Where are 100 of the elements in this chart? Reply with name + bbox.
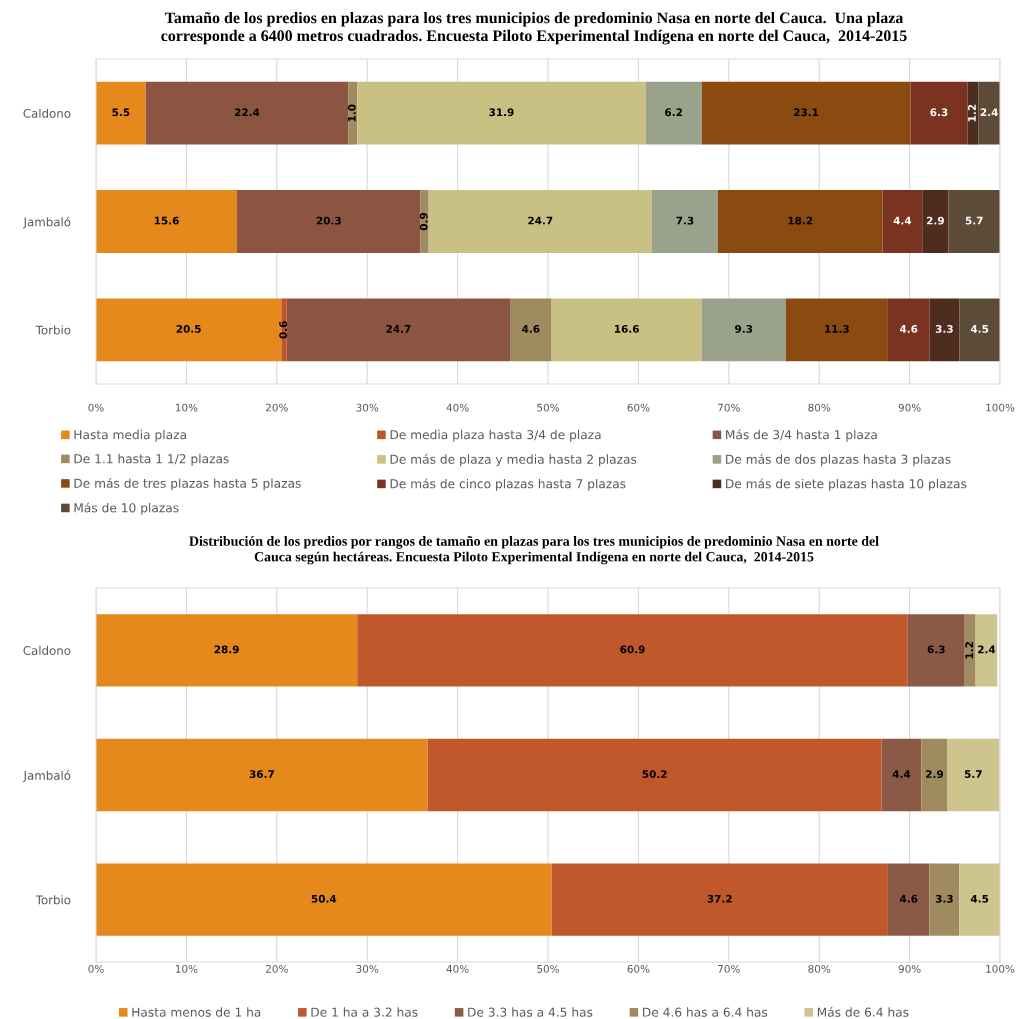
x-tick-label: 40% (446, 964, 469, 973)
x-tick-label: 70% (718, 964, 740, 973)
data-label: 22.4 (234, 108, 260, 117)
bar (785, 298, 888, 362)
bar (96, 81, 146, 145)
x-tick-label: 100% (986, 964, 1015, 973)
y-tick-label: Torbio (35, 895, 71, 905)
bar (348, 81, 358, 145)
data-label: 24.7 (528, 216, 553, 225)
x-tick-label: 90% (898, 403, 921, 412)
x-tick-label: 80% (808, 964, 831, 973)
data-label: 20.3 (316, 216, 341, 225)
x-tick-label: 20% (265, 964, 288, 973)
bar (701, 298, 786, 362)
data-label: 4.6 (899, 324, 918, 333)
x-tick-label: 30% (356, 964, 379, 973)
data-label: 5.7 (965, 216, 983, 225)
data-label: 20.5 (176, 324, 201, 333)
data-label: 0.6 (279, 321, 288, 339)
data-label: 37.2 (707, 894, 732, 903)
data-label: 1.2 (965, 642, 974, 659)
legend-label: De más de tres plazas hasta 5 plazas (74, 477, 301, 491)
bar (964, 614, 976, 687)
bar (357, 81, 646, 145)
data-label: 36.7 (249, 770, 274, 779)
bar (651, 190, 718, 253)
data-label: 7.3 (676, 216, 694, 225)
bar (145, 81, 349, 145)
bar (427, 738, 882, 812)
data-label: 2.9 (926, 770, 944, 779)
bar (882, 190, 923, 253)
data-label: 6.3 (930, 108, 948, 117)
data-label: 4.4 (893, 216, 912, 225)
x-tick-label: 60% (627, 964, 650, 973)
data-label: 15.6 (154, 216, 179, 225)
legend-label: De más de siete plazas hasta 10 plazas (726, 478, 967, 491)
data-label: 4.6 (899, 894, 918, 903)
bar (551, 298, 702, 362)
data-label: 3.3 (935, 324, 953, 333)
data-label: 1.0 (347, 104, 356, 122)
x-tick-label: 60% (627, 403, 650, 412)
bar (286, 298, 511, 362)
bar (645, 81, 702, 145)
x-tick-label: 100% (986, 403, 1015, 412)
y-tick-label: Torbio (35, 325, 71, 335)
chart-title: Tamaño de los predios en plazas para los tres municipios de predominio Nasa en norte del Cauca. Una plaza corresponde a 6400 metros cuadrados. Encuesta Piloto Experimental Indígena en norte del Cauca, 2014-2015 (161, 12, 907, 45)
data-label: 5.7 (964, 770, 982, 779)
data-label: 50.4 (311, 894, 337, 903)
legend-label: De 4.6 has a 6.4 has (643, 1007, 768, 1017)
bar (948, 190, 1000, 253)
bar (947, 738, 1000, 812)
legend-label: De media plaza hasta 3/4 de plaza (390, 429, 601, 442)
x-tick-label: 70% (718, 403, 740, 412)
legend-label: Más de 6.4 has (817, 1006, 909, 1017)
data-label: 18.2 (788, 216, 813, 225)
bar (922, 190, 949, 253)
legend-label: Más de 3/4 hasta 1 plaza (726, 429, 877, 442)
data-label: 2.4 (978, 645, 996, 654)
legend-label: De 3.3 has a 4.5 has (468, 1007, 593, 1017)
bar (357, 614, 908, 687)
bar (907, 614, 965, 687)
data-label: 6.3 (927, 645, 945, 654)
bar (96, 190, 238, 253)
bar (910, 81, 968, 145)
bar (887, 863, 930, 936)
x-tick-label: 30% (356, 403, 379, 412)
y-tick-label: Jambaló (22, 216, 71, 229)
data-label: 11.3 (825, 324, 849, 333)
data-label: 9.3 (735, 324, 753, 333)
x-tick-label: 0% (88, 964, 104, 973)
x-tick-label: 0% (88, 403, 104, 412)
data-label: 16.6 (614, 324, 639, 333)
bar (96, 614, 358, 687)
legend-label: Hasta media plaza (74, 429, 186, 442)
bar (701, 81, 911, 145)
bar (510, 298, 552, 362)
bar (881, 738, 922, 812)
data-label: 2.4 (980, 108, 998, 117)
y-tick-label: Caldono (23, 645, 71, 655)
data-label: 1.2 (968, 104, 976, 122)
bar (96, 738, 428, 812)
legend-label: De más de plaza y media hasta 2 plazas (390, 453, 637, 467)
x-tick-label: 20% (265, 403, 288, 412)
data-label: 2.9 (926, 216, 944, 225)
data-label: 50.2 (642, 770, 667, 779)
data-label: 60.9 (620, 645, 645, 654)
data-label: 4.6 (522, 324, 540, 333)
x-tick-label: 50% (537, 964, 559, 973)
bar (921, 738, 948, 812)
bar (281, 298, 287, 362)
data-label: 5.5 (112, 108, 130, 117)
data-label: 28.9 (214, 645, 239, 654)
legend-label: Hasta menos de 1 ha (132, 1007, 261, 1017)
data-label: 4.5 (970, 894, 989, 903)
legend-label: De 1.1 hasta 1 1/2 plazas (74, 453, 229, 466)
x-tick-label: 10% (175, 964, 198, 973)
x-tick-label: 40% (446, 403, 469, 412)
bar (96, 863, 552, 936)
bar (551, 863, 888, 936)
bar (929, 863, 960, 936)
